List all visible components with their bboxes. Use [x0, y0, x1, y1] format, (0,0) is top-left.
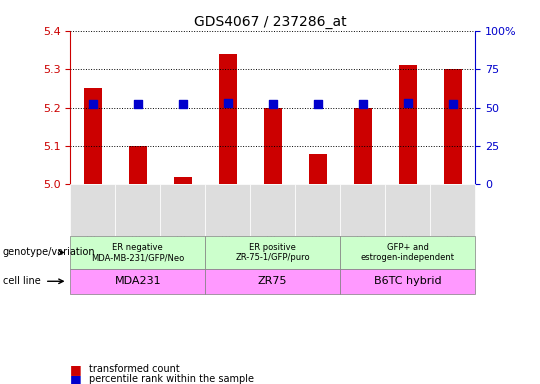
Text: ■: ■ — [70, 363, 82, 376]
Point — [224, 100, 232, 106]
Bar — [444, 69, 462, 184]
Point — [403, 100, 412, 106]
Text: genotype/variation: genotype/variation — [3, 247, 96, 258]
Bar — [354, 108, 372, 184]
Text: MDA231: MDA231 — [114, 276, 161, 286]
Text: percentile rank within the sample: percentile rank within the sample — [89, 374, 254, 384]
Point — [313, 101, 322, 108]
Bar — [84, 88, 102, 184]
Point — [268, 101, 277, 108]
Bar — [129, 146, 147, 184]
Text: ER negative
MDA-MB-231/GFP/Neo: ER negative MDA-MB-231/GFP/Neo — [91, 243, 184, 262]
Text: GFP+ and
estrogen-independent: GFP+ and estrogen-independent — [361, 243, 455, 262]
Bar — [219, 54, 237, 184]
Text: ZR75: ZR75 — [258, 276, 287, 286]
Bar — [309, 154, 327, 184]
Point — [89, 101, 97, 108]
Text: B6TC hybrid: B6TC hybrid — [374, 276, 442, 286]
Point — [359, 101, 367, 108]
Bar — [174, 177, 192, 184]
Point — [448, 101, 457, 108]
Point — [178, 101, 187, 108]
Text: transformed count: transformed count — [89, 364, 180, 374]
Point — [133, 101, 142, 108]
Text: ER positive
ZR-75-1/GFP/puro: ER positive ZR-75-1/GFP/puro — [235, 243, 310, 262]
Bar — [399, 65, 417, 184]
Text: cell line: cell line — [3, 276, 40, 286]
Text: ■: ■ — [70, 373, 82, 384]
Bar — [264, 108, 282, 184]
Text: GDS4067 / 237286_at: GDS4067 / 237286_at — [194, 15, 346, 29]
